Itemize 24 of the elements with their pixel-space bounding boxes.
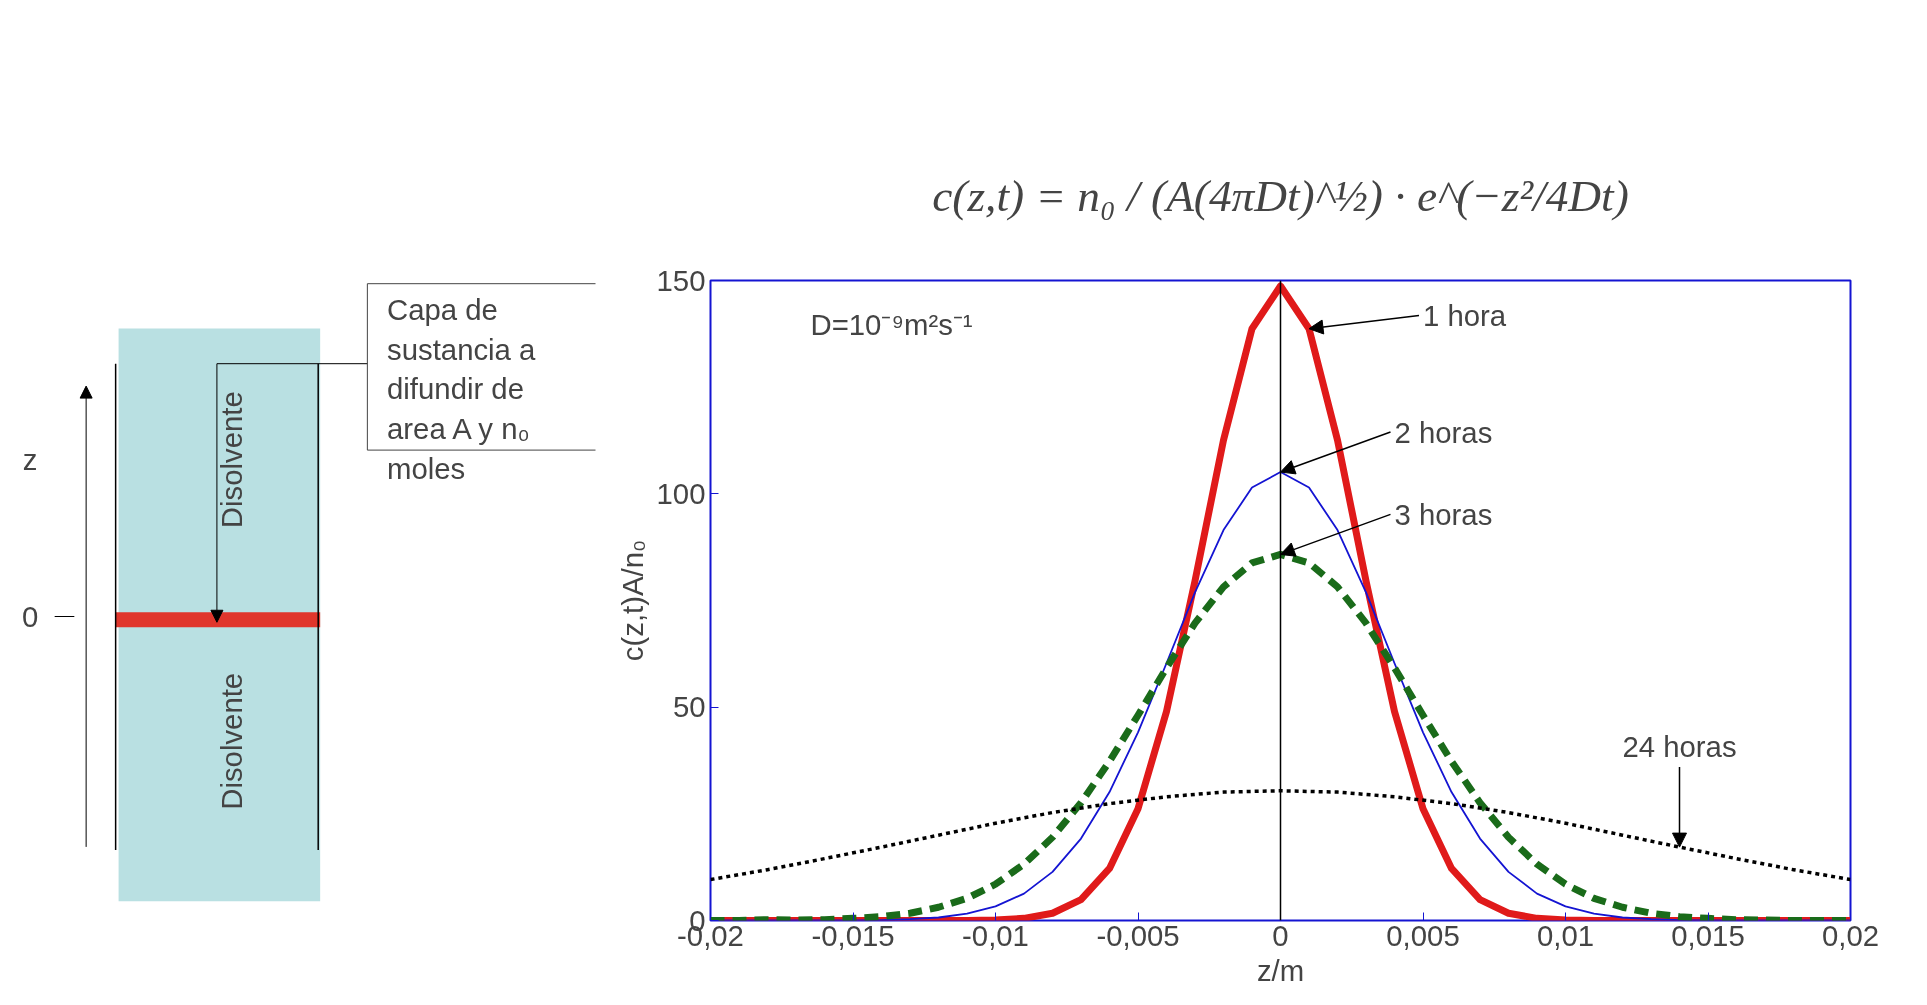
text: c(z,t) = n₀ / (A(4πDt)^½) · e^(−z²/4Dt) (932, 170, 1629, 221)
x-tick-label: 0,005 (1386, 918, 1460, 952)
x-tick-label: -0,005 (1096, 918, 1180, 952)
text: Capa de sustancia a difundir de area A y n₀ moles (387, 293, 537, 485)
y-tick-label: 100 (656, 476, 706, 510)
text: Disolvente (215, 672, 249, 810)
x-tick-label: -0,01 (962, 918, 1029, 952)
annotation: 1 hora (1423, 299, 1507, 332)
text: 0 (21, 599, 39, 633)
annotation: 24 horas (1622, 730, 1737, 764)
annotation: 3 horas (1394, 497, 1493, 531)
text: z (22, 443, 38, 477)
y-tick-label: 150 (656, 263, 706, 297)
annotation: D=10⁻⁹m²s⁻¹ (810, 307, 973, 341)
x-tick-label: 0 (1272, 918, 1289, 952)
x-tick-label: 0,015 (1671, 918, 1745, 952)
x-tick-label: 0,01 (1536, 918, 1595, 952)
x-tick-label: 0,02 (1821, 918, 1880, 952)
y-axis-title: c(z,t)A/n₀ (615, 539, 649, 662)
x-tick-label: -0,015 (811, 918, 895, 952)
annotation: 2 horas (1394, 415, 1493, 449)
x-axis-title: z/m (1256, 953, 1305, 987)
y-tick-label: 50 (672, 690, 706, 724)
text: Disolvente (215, 391, 249, 529)
